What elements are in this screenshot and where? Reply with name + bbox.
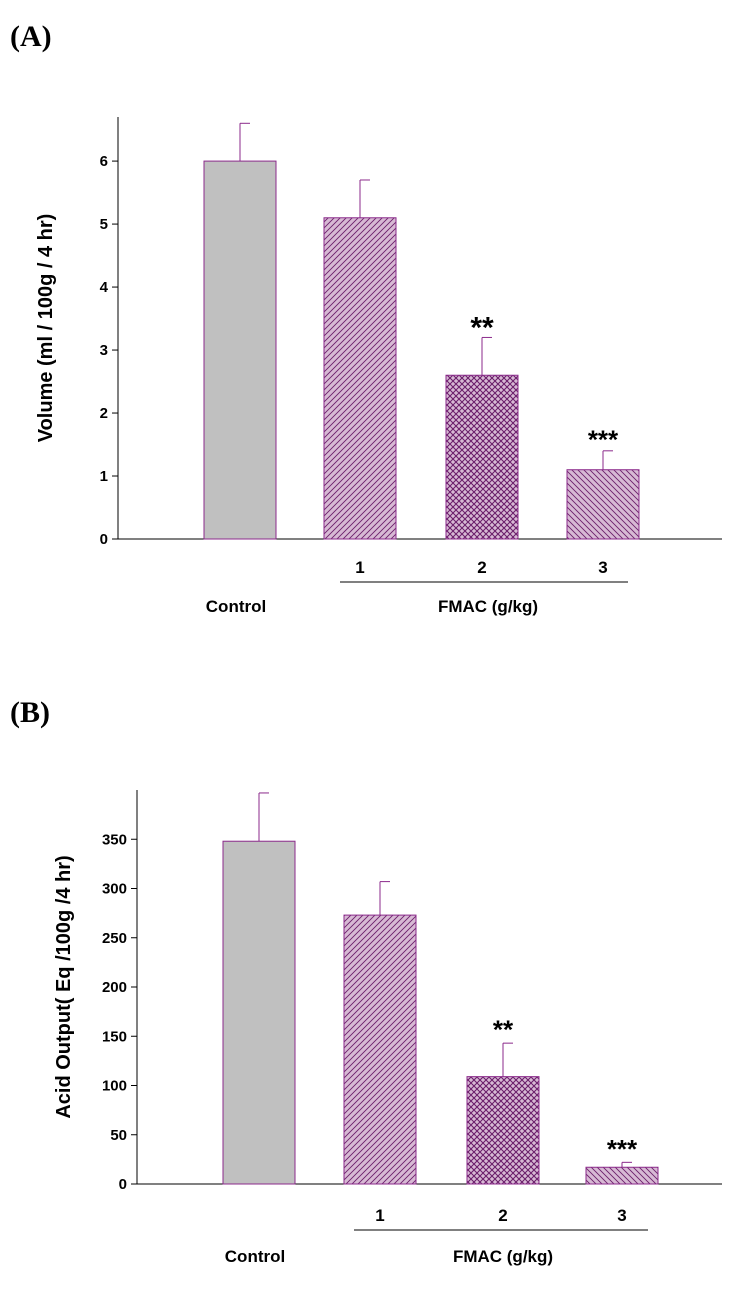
significance-marker: ***	[607, 1134, 638, 1164]
bar-1	[323, 217, 397, 540]
x-tick-label-control: Control	[225, 1247, 285, 1266]
significance-marker: ***	[588, 424, 619, 454]
significance-marker: **	[493, 1015, 514, 1045]
bar-control	[222, 840, 296, 1185]
y-tick-label: 150	[102, 1028, 127, 1045]
x-tick-label: 3	[617, 1206, 626, 1225]
y-tick-label: 350	[102, 831, 127, 848]
y-tick-label: 300	[102, 881, 127, 898]
bar-3	[566, 469, 640, 540]
y-tick-label: 6	[100, 153, 108, 170]
y-tick-label: 4	[100, 279, 109, 296]
y-tick-label: 0	[119, 1176, 127, 1193]
bar-control	[203, 160, 277, 540]
y-tick-label: 1	[100, 468, 108, 485]
y-tick-label: 0	[100, 531, 108, 548]
bar-3	[585, 1166, 659, 1185]
bar-2	[445, 374, 519, 540]
x-tick-label: 1	[355, 558, 364, 577]
chart-panel-b: (B) 0 50 100 150 200 250 300 350 Acid Output( Eq …	[10, 696, 722, 1266]
y-tick-label: 5	[100, 216, 108, 233]
y-tick-label: 2	[100, 405, 108, 422]
y-tick-label: 250	[102, 930, 127, 947]
significance-marker: **	[470, 311, 494, 344]
y-tick-label: 200	[102, 979, 127, 996]
y-tick-label: 50	[110, 1127, 127, 1144]
panel-label: (A)	[10, 20, 52, 53]
group-label: FMAC (g/kg)	[438, 597, 538, 616]
x-tick-label: 2	[477, 558, 486, 577]
x-tick-label: 2	[498, 1206, 507, 1225]
bar-1	[343, 914, 417, 1185]
group-label: FMAC (g/kg)	[453, 1247, 553, 1266]
x-tick-label: 1	[375, 1206, 384, 1225]
panel-label: (B)	[10, 696, 50, 729]
y-tick-label: 3	[100, 342, 108, 359]
bar-2	[466, 1076, 540, 1185]
y-axis-title: Acid Output( Eq /100g /4 hr)	[53, 855, 75, 1118]
x-tick-label: 3	[598, 558, 607, 577]
x-tick-label-control: Control	[206, 597, 266, 616]
y-axis-title: Volume (ml / 100g / 4 hr)	[35, 214, 57, 443]
y-tick-label: 100	[102, 1078, 127, 1095]
